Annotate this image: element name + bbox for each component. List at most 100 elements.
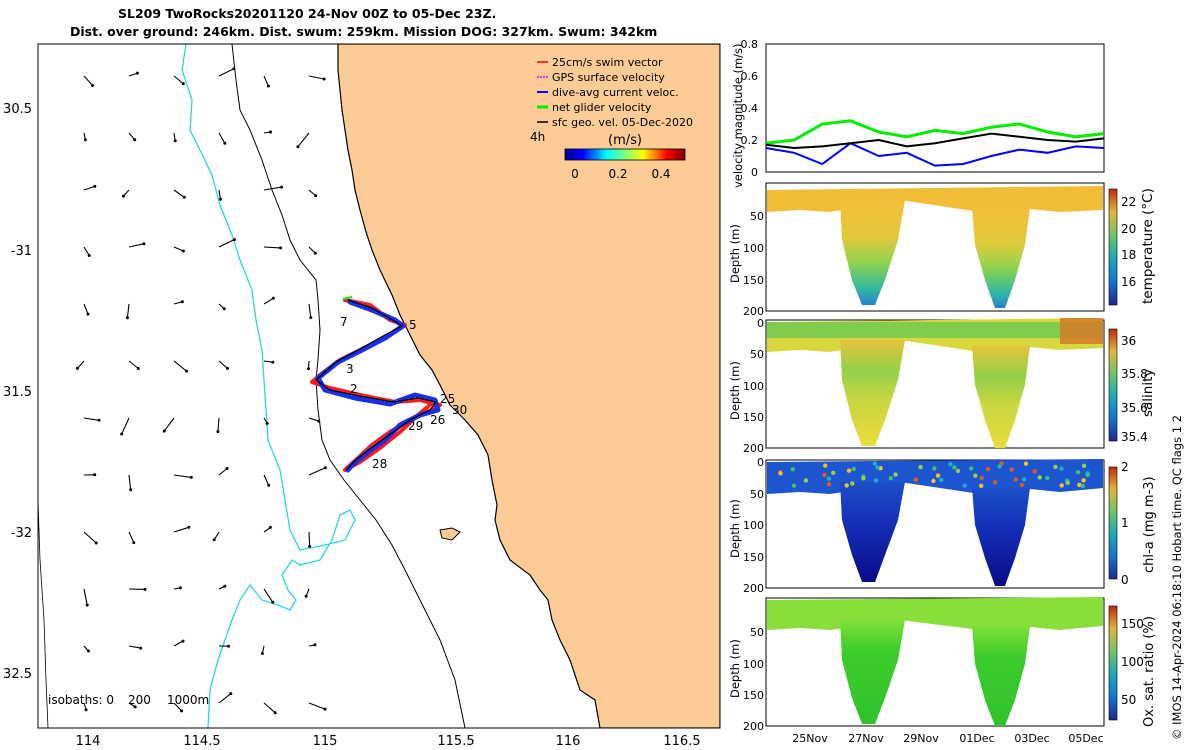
velocity-arrow: [308, 303, 312, 318]
cbar-tick: 100: [1121, 655, 1144, 669]
map-y-axis: 30.5 -31 31.5 -32 32.5: [3, 102, 32, 682]
velocity-ylabel: velocity magnitude (m/s): [731, 43, 745, 188]
chla-sample-dot: [1059, 466, 1064, 471]
chla-sample-dot: [1032, 469, 1037, 474]
velocity-arrow: [263, 474, 270, 486]
chla-sample-dot: [939, 477, 944, 483]
temperature-colorbar: [1108, 188, 1118, 306]
salinity-cbar-label: salinity: [1140, 368, 1156, 417]
day-label: 7: [340, 315, 348, 329]
velocity-arrow: [128, 474, 132, 490]
velocity-arrow: [173, 640, 184, 647]
y-tick-label: 0.8: [741, 38, 759, 51]
velocity-arrow: [308, 702, 326, 710]
velocity-arrow: [121, 417, 130, 435]
velocity-arrow-head: [135, 71, 139, 75]
date-tick: 25Nov: [792, 732, 828, 745]
x-tick-label: 115.5: [437, 734, 474, 749]
ocean-outer-line: [38, 499, 49, 728]
velocity-arrow-head: [323, 707, 327, 711]
velocity-arrow-head: [133, 705, 137, 709]
chla-sample-dot: [826, 482, 832, 487]
date-tick: 29Nov: [903, 732, 939, 745]
velocity-arrow-head: [313, 251, 317, 255]
date-tick: 03Dec: [1014, 732, 1049, 745]
velocity-arrow: [128, 360, 139, 369]
x-tick-label: 116: [556, 734, 581, 749]
chla-sample-dot: [1013, 477, 1018, 482]
velocity-arrow: [173, 526, 189, 533]
track-day-labels: 2 3 7 5 25 26 30 28 29: [340, 315, 467, 471]
chla-sample-dot: [948, 462, 953, 467]
chla-sample-dot: [973, 473, 978, 478]
velocity-arrow: [218, 68, 235, 77]
chla-sample-dot: [844, 483, 849, 488]
velocity-arrow: [218, 360, 228, 369]
rottnest-island: [439, 527, 461, 541]
velocity-arrow-head: [309, 316, 313, 320]
velocity-arrow: [308, 417, 319, 422]
day-label: 26: [430, 413, 445, 427]
chla-sample-dot: [850, 481, 855, 486]
temperature-cbar-label: temperature (°C): [1140, 188, 1156, 304]
salinity-colorbar: [1108, 328, 1118, 442]
velocity-arrow-head: [142, 242, 146, 246]
chla-sample-dot: [1065, 480, 1070, 485]
chla-sample-dot: [1023, 461, 1029, 466]
velocity-arrow-head: [162, 429, 166, 433]
velocity-arrow-head: [132, 541, 136, 545]
legend-label: net glider velocity: [552, 101, 652, 114]
depth-tick: 100: [743, 519, 764, 532]
velocity-series: [765, 119, 1105, 167]
depth-tick: 200: [743, 582, 764, 595]
chla-sample-dot: [873, 478, 879, 483]
velocity-arrow: [218, 132, 226, 144]
legend-label: dive-avg current veloc.: [552, 86, 679, 99]
velocity-arrow-head: [182, 195, 186, 199]
velocity-arrow: [173, 474, 192, 478]
legend-label: GPS surface velocity: [552, 71, 665, 84]
velocity-arrow-head: [84, 708, 88, 712]
chla-sample-dot: [1009, 467, 1014, 472]
velocity-arrow-head: [268, 525, 272, 529]
chla-sample-dot: [1085, 472, 1091, 478]
velocity-arrow-head: [122, 194, 125, 198]
surface-velocity-arrows: [75, 67, 327, 715]
velocity-arrow-head: [296, 145, 300, 149]
velocity-arrow-head: [85, 603, 89, 607]
salinity-cbar-ticks: 35.4 35.6 35.8 36: [1121, 334, 1148, 444]
velocity-arrow: [263, 246, 281, 249]
velocity-arrow-head: [212, 538, 216, 542]
chla-sample-dot: [935, 473, 941, 478]
depth-tick: 50: [750, 348, 764, 361]
depth-tick: 100: [743, 242, 764, 255]
velocity-arrow: [218, 189, 222, 200]
velocity-arrow: [83, 185, 95, 191]
velocity-arrow: [308, 467, 326, 476]
date-x-ticks: 25Nov 27Nov 29Nov 01Dec 03Dec 05Dec: [792, 732, 1103, 745]
chla-sample-dot: [822, 472, 827, 478]
oxygen-cbar-ticks: 50 100 150: [1121, 617, 1144, 707]
velocity-arrow-head: [185, 369, 188, 373]
y-tick-label: -32: [11, 526, 32, 541]
chla-cbar-ticks: 0 1 2: [1121, 460, 1129, 587]
day-label: 5: [409, 318, 417, 332]
velocity-y-ticks: 0 0.2 0.4 0.6 0.8: [741, 38, 759, 179]
colorbar-tick: 0.2: [608, 167, 627, 181]
day-label: 29: [408, 419, 423, 433]
velocity-arrow: [173, 189, 185, 198]
chla-sample-dot: [979, 475, 984, 481]
legend-label: 25cm/s swim vector: [552, 56, 663, 69]
map-x-axis: 114 114.5 115 115.5 116 116.5: [76, 734, 701, 749]
velocity-arrow-head: [83, 138, 87, 142]
velocity-arrow-head: [232, 238, 236, 242]
velocity-arrow-head: [226, 366, 229, 370]
y-tick-label: 30.5: [3, 102, 32, 117]
velocity-arrow-head: [313, 643, 317, 647]
velocity-arrow: [173, 246, 184, 252]
velocity-arrow-head: [129, 488, 133, 492]
velocity-arrow-head: [93, 184, 97, 188]
depth-tick: 50: [750, 210, 764, 223]
date-tick: 05Dec: [1068, 732, 1103, 745]
